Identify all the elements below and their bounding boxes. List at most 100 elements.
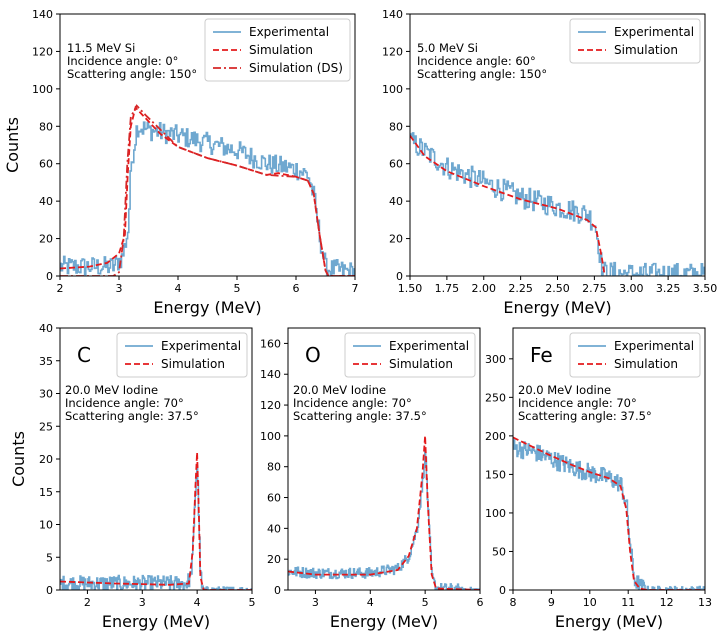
x-tick-label: 5 — [249, 596, 256, 609]
x-tick-label: 11 — [621, 596, 635, 609]
y-tick-label: 100 — [382, 83, 403, 96]
panel-label: Fe — [530, 343, 553, 367]
plot-area — [60, 104, 355, 276]
axes-frame — [287, 327, 481, 591]
x-tick-label: 12 — [660, 596, 674, 609]
y-tick-label: 40 — [267, 522, 281, 535]
y-tick-label: 200 — [485, 430, 506, 443]
x-tick-label: 2.00 — [472, 282, 497, 295]
series-experimental — [410, 132, 705, 276]
y-tick-label: 20 — [267, 553, 281, 566]
series-experimental — [513, 439, 705, 590]
y-tick-label: 140 — [260, 368, 281, 381]
y-tick-label: 10 — [39, 519, 53, 532]
legend-label: Simulation — [161, 357, 225, 371]
series-simulation — [513, 436, 705, 590]
legend-label: Simulation — [614, 43, 678, 57]
x-tick-label: 6 — [477, 596, 484, 609]
x-tick-label: 3 — [116, 282, 123, 295]
panel-label: C — [77, 343, 91, 367]
plot-area — [288, 435, 480, 590]
x-tick-label: 8 — [510, 596, 517, 609]
x-tick-label: 1.50 — [398, 282, 423, 295]
legend-box — [569, 18, 701, 64]
y-tick-label: 100 — [260, 430, 281, 443]
panel-p2: 1.50 1.75 2.00 2.25 2.50 2.75 3.00 3.25 3.50 0 20 4… — [382, 8, 717, 317]
annotation-line: Incidence angle: 70° — [293, 396, 412, 410]
panel-p5: 8 9 10 11 12 13 0 50 100 150 200 250 300 Energy (MeV)… — [485, 327, 712, 631]
y-tick-label: 20 — [389, 233, 403, 246]
y-tick-label: 25 — [39, 420, 53, 433]
panel-label: O — [305, 343, 321, 367]
x-tick-label: 3.50 — [693, 282, 718, 295]
axes-frame — [512, 327, 706, 591]
y-axis-label: Counts — [3, 117, 22, 173]
annotation-line: Scattering angle: 150° — [417, 67, 547, 81]
y-axis-label: Counts — [9, 431, 28, 487]
x-tick-label: 4 — [194, 596, 201, 609]
y-tick-label: 120 — [32, 45, 53, 58]
x-tick-label: 13 — [698, 596, 712, 609]
y-tick-label: 50 — [492, 545, 506, 558]
x-tick-label: 6 — [293, 282, 300, 295]
annotation-line: Scattering angle: 37.5° — [293, 409, 427, 423]
y-tick-label: 160 — [260, 337, 281, 350]
y-tick-label: 80 — [389, 120, 403, 133]
legend-label: Simulation — [249, 43, 313, 57]
annotation-line: 20.0 MeV Iodine — [65, 383, 158, 397]
annotation-line: Incidence angle: 70° — [518, 396, 637, 410]
y-tick-label: 40 — [39, 322, 53, 335]
x-tick-label: 9 — [548, 596, 555, 609]
y-tick-label: 40 — [39, 195, 53, 208]
x-tick-label: 2.25 — [508, 282, 533, 295]
y-tick-label: 60 — [389, 158, 403, 171]
plot-area — [60, 452, 252, 590]
x-tick-label: 10 — [583, 596, 597, 609]
x-tick-label: 4 — [175, 282, 182, 295]
x-tick-label: 4 — [367, 596, 374, 609]
y-tick-label: 20 — [39, 233, 53, 246]
annotation-line: Incidence angle: 0° — [67, 54, 178, 68]
series-experimental — [60, 465, 252, 590]
axes-frame — [59, 13, 356, 277]
legend-label: Experimental — [249, 25, 329, 39]
legend-label: Simulation (DS) — [249, 61, 343, 75]
series-experimental — [288, 447, 480, 590]
annotation-line: Incidence angle: 70° — [65, 396, 184, 410]
y-tick-label: 40 — [389, 195, 403, 208]
legend-label: Experimental — [614, 25, 694, 39]
y-tick-label: 300 — [485, 353, 506, 366]
annotation-line: Scattering angle: 37.5° — [65, 409, 199, 423]
y-tick-label: 140 — [382, 8, 403, 21]
annotation-line: Incidence angle: 60° — [417, 54, 536, 68]
x-tick-label: 2 — [57, 282, 64, 295]
annotation-line: Scattering angle: 150° — [67, 67, 197, 81]
x-tick-label: 3.25 — [656, 282, 681, 295]
y-tick-label: 0 — [46, 270, 53, 283]
x-tick-label: 2.75 — [582, 282, 607, 295]
y-tick-label: 60 — [267, 492, 281, 505]
x-axis-label: Energy (MeV) — [330, 612, 438, 631]
legend-box — [344, 332, 476, 378]
legend-label: Simulation — [389, 357, 453, 371]
legend-box — [569, 332, 701, 378]
x-axis-label: Energy (MeV) — [102, 612, 210, 631]
x-axis-label: Energy (MeV) — [503, 298, 611, 317]
y-tick-label: 100 — [485, 507, 506, 520]
y-tick-label: 120 — [382, 45, 403, 58]
legend-label: Experimental — [614, 339, 694, 353]
y-tick-label: 15 — [39, 486, 53, 499]
x-tick-label: 3.00 — [619, 282, 644, 295]
y-tick-label: 20 — [39, 453, 53, 466]
x-tick-label: 5 — [422, 596, 429, 609]
x-tick-label: 3 — [312, 596, 319, 609]
annotation-line: 5.0 MeV Si — [417, 41, 478, 55]
y-tick-label: 140 — [32, 8, 53, 21]
y-tick-label: 60 — [39, 158, 53, 171]
legend-label: Experimental — [161, 339, 241, 353]
x-tick-label: 3 — [139, 596, 146, 609]
panel-p1: 2 3 4 5 6 7 0 20 40 60 80 100 120 140 Energy (MeV) Coun… — [3, 8, 359, 317]
annotation-line: 20.0 MeV Iodine — [293, 383, 386, 397]
